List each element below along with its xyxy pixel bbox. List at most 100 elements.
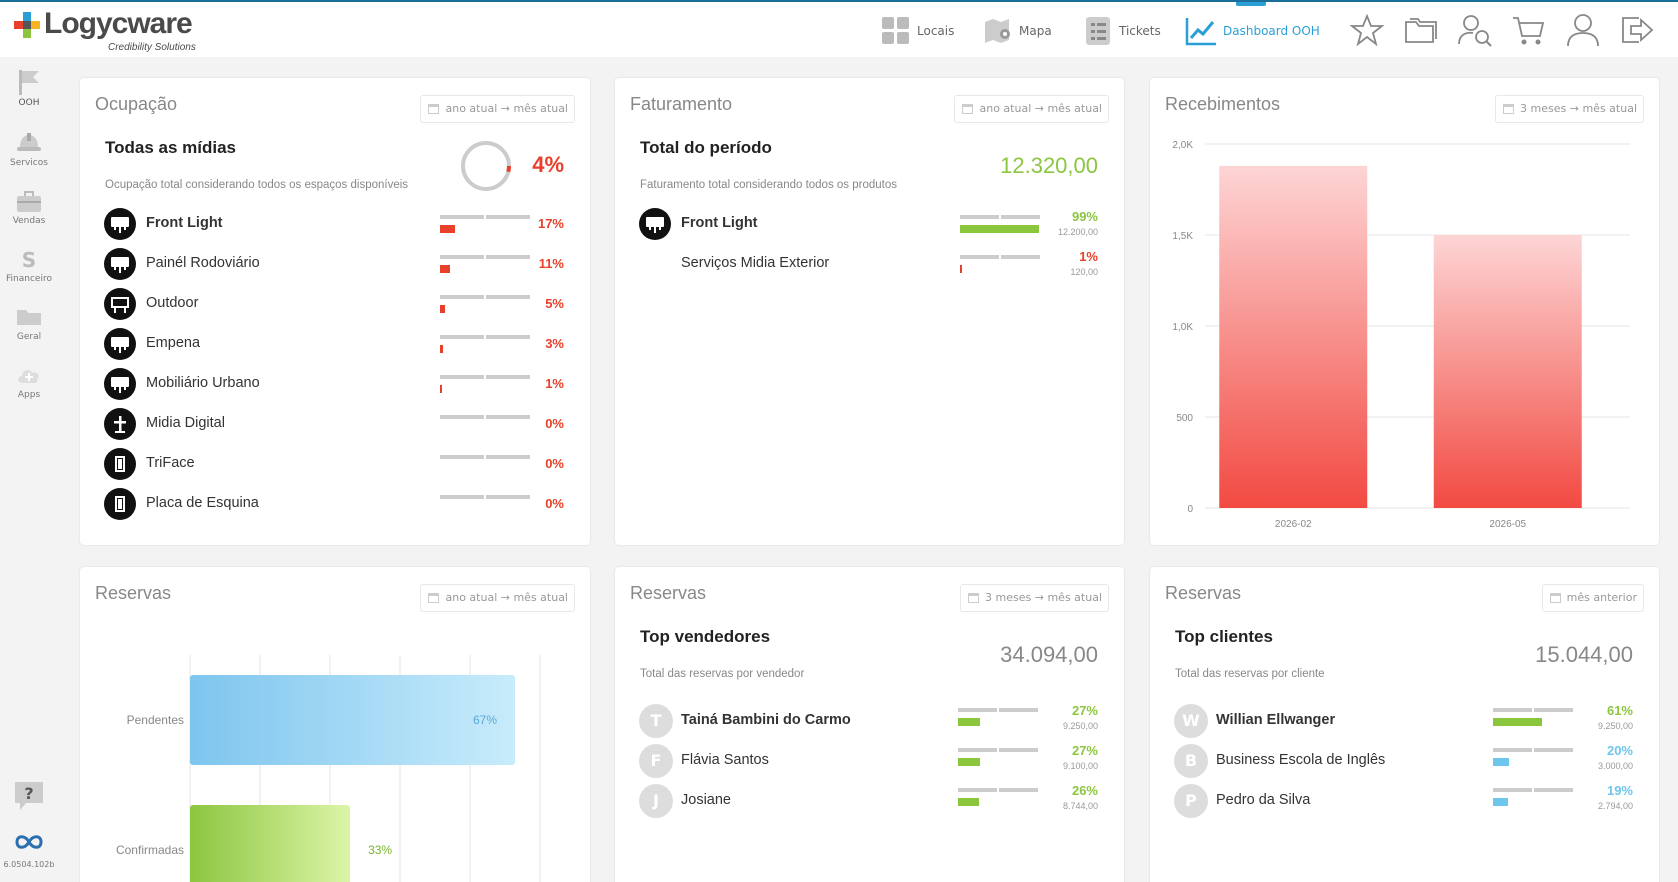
row-percent: 19% bbox=[1606, 783, 1633, 798]
checklist-icon bbox=[1086, 17, 1110, 45]
user-search-icon[interactable] bbox=[1457, 12, 1493, 48]
status-bar-confirmadas[interactable] bbox=[190, 805, 351, 882]
billboard-icon bbox=[104, 248, 136, 280]
occupancy-row[interactable]: Outdoor 5% bbox=[80, 286, 590, 322]
occupancy-row[interactable]: Empena 3% bbox=[80, 326, 590, 362]
period-selector[interactable]: 3 meses → mês atual bbox=[1495, 95, 1644, 123]
logo[interactable]: Logycware Credibility Solutions bbox=[14, 7, 204, 53]
card-subtitle: Total das reservas por cliente bbox=[1175, 668, 1325, 680]
nav-mapa[interactable]: Mapa bbox=[983, 14, 1052, 48]
ocupacao-card: Ocupação ano atual → mês atual Todas as … bbox=[80, 78, 590, 545]
period-selector[interactable]: ano atual → mês atual bbox=[954, 95, 1109, 123]
occupancy-row[interactable]: TriFace 0% bbox=[80, 446, 590, 482]
briefcase-icon bbox=[17, 191, 41, 212]
digital-sign-icon bbox=[104, 408, 136, 440]
row-percent: 5% bbox=[545, 296, 564, 311]
occupancy-row[interactable]: Mobiliário Urbano 1% bbox=[80, 366, 590, 402]
occupancy-bar-fill bbox=[440, 385, 442, 393]
logout-icon[interactable] bbox=[1619, 12, 1655, 48]
nav-tickets[interactable]: Tickets bbox=[1083, 14, 1161, 48]
sidebar-item-servicos[interactable]: Servicos bbox=[0, 131, 58, 189]
billboard-icon bbox=[104, 208, 136, 240]
sidebar-item-geral[interactable]: Geral bbox=[0, 305, 58, 363]
help-chat-icon: ? bbox=[15, 782, 43, 810]
row-label: Painél Rodoviário bbox=[146, 255, 260, 271]
avatar: B bbox=[1174, 744, 1208, 778]
clients-total: 15.044,00 bbox=[1535, 642, 1633, 667]
ranking-bar bbox=[1493, 788, 1573, 806]
sidebar-item-label: Apps bbox=[17, 390, 41, 400]
period-selector[interactable]: ano atual → mês atual bbox=[420, 95, 575, 123]
sidebar-item-vendas[interactable]: Vendas bbox=[0, 189, 58, 247]
row-label: Front Light bbox=[681, 215, 758, 231]
ranking-row[interactable]: T Tainá Bambini do Carmo 27% 9.250,00 bbox=[615, 703, 1124, 740]
panel-icon bbox=[104, 448, 136, 480]
ranking-row[interactable]: P Pedro da Silva 19% 2.794,00 bbox=[1150, 783, 1659, 820]
reservations-status-chart: Pendentes 67% Confirmadas 33% bbox=[116, 655, 541, 882]
bar-vencido[interactable] bbox=[1219, 165, 1368, 508]
period-selector[interactable]: mês anterior bbox=[1541, 584, 1644, 612]
sidebar: OOH Servicos Vendas S Financeiro Geral A… bbox=[0, 57, 58, 882]
calendar-icon bbox=[968, 593, 980, 603]
row-value: 12.200,00 bbox=[1057, 227, 1098, 237]
occupancy-bar bbox=[440, 415, 530, 429]
star-icon[interactable] bbox=[1349, 12, 1385, 48]
avatar: T bbox=[639, 704, 673, 738]
revenue-row[interactable]: Front Light 99% 12.200,00 bbox=[615, 206, 1124, 242]
sidebar-item-ooh[interactable]: OOH bbox=[0, 69, 58, 127]
calendar-icon bbox=[1549, 593, 1561, 603]
bar-vencido[interactable] bbox=[1433, 235, 1582, 508]
card-title: Faturamento bbox=[630, 94, 733, 114]
row-percent: 1% bbox=[545, 376, 564, 391]
period-selector[interactable]: ano atual → mês atual bbox=[420, 584, 575, 612]
version-label: 6.0504.102b bbox=[3, 860, 55, 869]
y-tick-label: 2,0K bbox=[1172, 140, 1193, 151]
billboard-icon bbox=[639, 208, 671, 240]
occupancy-bar-fill bbox=[440, 265, 450, 273]
sidebar-item-apps[interactable]: Apps bbox=[0, 363, 58, 421]
ranking-bar-fill bbox=[958, 758, 980, 766]
period-selector[interactable]: 3 meses → mês atual bbox=[960, 584, 1109, 612]
calendar-icon bbox=[962, 104, 974, 114]
nav-dashboard-ooh[interactable]: Dashboard OOH bbox=[1185, 14, 1320, 48]
user-icon[interactable] bbox=[1565, 12, 1601, 48]
help-button[interactable]: ? bbox=[0, 779, 58, 837]
occupancy-bar bbox=[440, 335, 530, 353]
sellers-total: 34.094,00 bbox=[1000, 642, 1098, 667]
logo-tagline: Credibility Solutions bbox=[108, 42, 196, 53]
period-total: 12.320,00 bbox=[1000, 153, 1098, 178]
ranking-bar-fill bbox=[958, 718, 980, 726]
revenue-row[interactable]: Serviços Midia Exterior 1% 120,00 bbox=[615, 246, 1124, 282]
ranking-row[interactable]: F Flávia Santos 27% 9.100,00 bbox=[615, 743, 1124, 780]
occupancy-row[interactable]: Front Light 17% bbox=[80, 206, 590, 242]
occupancy-row[interactable]: Painél Rodoviário 11% bbox=[80, 246, 590, 282]
ranking-row[interactable]: J Josiane 26% 8.744,00 bbox=[615, 783, 1124, 820]
calendar-icon bbox=[428, 593, 440, 603]
logo-text: Logycware bbox=[44, 7, 193, 40]
calendar-icon bbox=[1503, 104, 1515, 114]
nav-locais[interactable]: Locais bbox=[881, 14, 954, 48]
status-bar-pendentes[interactable] bbox=[190, 675, 515, 765]
status-bar-label: Confirmadas bbox=[116, 843, 184, 857]
row-percent: 3% bbox=[545, 336, 564, 351]
top-vendedores-card: Reservas 3 meses → mês atual Top vendedo… bbox=[615, 567, 1124, 882]
ranking-row[interactable]: B Business Escola de Inglês 20% 3.000,00 bbox=[1150, 743, 1659, 780]
ranking-bar bbox=[1493, 708, 1573, 726]
occupancy-row[interactable]: Midia Digital 0% bbox=[80, 406, 590, 442]
status-bar-percent: 67% bbox=[473, 713, 497, 727]
occupancy-bar bbox=[440, 255, 530, 273]
status-bar-percent: 33% bbox=[368, 843, 392, 857]
brand-mark: 6.0504.102b bbox=[0, 830, 58, 880]
card-heading: Total do período bbox=[640, 138, 772, 157]
row-label: Serviços Midia Exterior bbox=[681, 255, 830, 271]
infinity-icon bbox=[15, 835, 43, 849]
row-percent: 0% bbox=[545, 496, 564, 511]
svg-text:?: ? bbox=[24, 784, 33, 803]
cart-icon[interactable] bbox=[1511, 12, 1547, 48]
card-title: Recebimentos bbox=[1165, 94, 1281, 114]
folder-icon[interactable] bbox=[1403, 12, 1439, 48]
occupancy-row[interactable]: Placa de Esquina 0% bbox=[80, 486, 590, 522]
card-title: Ocupação bbox=[95, 94, 178, 114]
sidebar-item-financeiro[interactable]: S Financeiro bbox=[0, 247, 58, 305]
ranking-row[interactable]: W Willian Ellwanger 61% 9.250,00 bbox=[1150, 703, 1659, 740]
